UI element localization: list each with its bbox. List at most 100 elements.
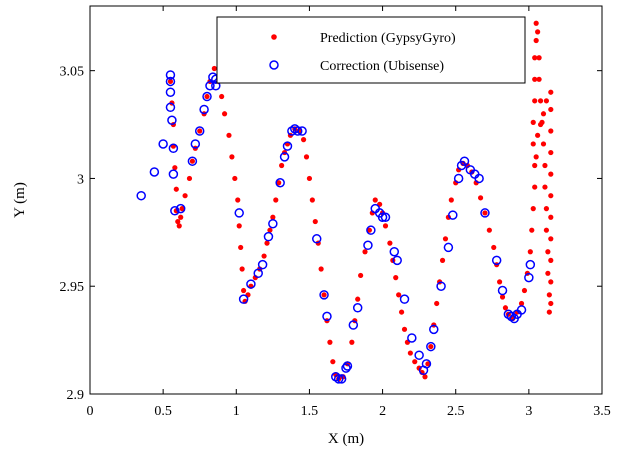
x-tick-label: 1 bbox=[233, 404, 240, 419]
legend-label-correction: Correction (Ubisense) bbox=[320, 59, 444, 74]
prediction-point bbox=[548, 236, 554, 242]
prediction-point bbox=[270, 214, 276, 220]
y-tick-label: 2.95 bbox=[60, 280, 85, 295]
correction-point bbox=[491, 255, 502, 266]
prediction-point bbox=[226, 132, 232, 138]
correction-point bbox=[341, 363, 351, 373]
correction-point bbox=[443, 242, 454, 253]
correction-point bbox=[165, 102, 176, 113]
y-axis-title: Y (m) bbox=[12, 182, 28, 218]
prediction-point bbox=[543, 98, 550, 104]
prediction-point bbox=[530, 119, 536, 125]
correction-point bbox=[459, 156, 470, 166]
correction-point bbox=[205, 81, 215, 91]
correction-point bbox=[194, 126, 205, 136]
prediction-point bbox=[273, 197, 279, 203]
prediction-point bbox=[267, 227, 273, 233]
correction-point bbox=[238, 294, 249, 304]
prediction-point bbox=[533, 20, 539, 26]
prediction-point bbox=[261, 253, 267, 259]
prediction-point bbox=[521, 287, 528, 294]
prediction-point bbox=[309, 197, 315, 203]
correction-point bbox=[380, 212, 391, 222]
prediction-point bbox=[486, 227, 492, 233]
prediction-point bbox=[176, 223, 182, 229]
correction-point bbox=[253, 268, 263, 279]
prediction-point bbox=[221, 111, 228, 117]
prediction-point bbox=[548, 171, 554, 177]
correction-point bbox=[342, 361, 353, 371]
prediction-point bbox=[241, 287, 247, 294]
prediction-point bbox=[518, 300, 525, 307]
prediction-point bbox=[412, 359, 418, 365]
prediction-point bbox=[396, 292, 402, 298]
correction-point bbox=[399, 294, 410, 304]
prediction-point bbox=[546, 309, 552, 315]
prediction-point bbox=[264, 240, 270, 246]
prediction-point bbox=[382, 223, 389, 229]
prediction-point bbox=[186, 175, 193, 182]
prediction-point bbox=[327, 339, 333, 345]
y-tick-label: 3 bbox=[77, 172, 84, 187]
prediction-point bbox=[366, 227, 373, 233]
prediction-point bbox=[532, 55, 538, 61]
prediction-point bbox=[239, 266, 245, 272]
legend-box bbox=[216, 16, 526, 84]
axis-ticks: 0 0.5 1 1.5 2 2.5 3 3.5 2.9 2.95 3 3.05 bbox=[60, 6, 611, 419]
plot-area-frame bbox=[89, 5, 603, 395]
prediction-point bbox=[548, 106, 554, 113]
prediction-point bbox=[535, 29, 541, 35]
prediction-point bbox=[303, 154, 310, 160]
prediction-point bbox=[530, 141, 536, 147]
y-tick-label: 3.05 bbox=[60, 65, 85, 80]
correction-point bbox=[297, 126, 307, 136]
prediction-point bbox=[175, 218, 181, 225]
correction-point bbox=[311, 234, 322, 244]
prediction-point bbox=[300, 137, 307, 143]
correction-point bbox=[333, 374, 344, 384]
legend-marker-prediction bbox=[271, 34, 277, 40]
correction-point bbox=[165, 87, 176, 97]
x-tick-label: 0.5 bbox=[154, 404, 172, 419]
prediction-point bbox=[229, 154, 235, 160]
prediction-point bbox=[425, 361, 431, 367]
legend: Prediction (GypsyGyro) Correction (Ubise… bbox=[216, 16, 526, 84]
correction-point bbox=[377, 212, 388, 222]
correction-point bbox=[429, 324, 439, 335]
prediction-point bbox=[546, 292, 552, 298]
prediction-point bbox=[529, 227, 535, 233]
prediction-point bbox=[211, 65, 217, 72]
legend-label-prediction: Prediction (GypsyGyro) bbox=[320, 31, 456, 46]
correction-point bbox=[474, 173, 484, 184]
correction-point bbox=[275, 178, 285, 188]
correction-point bbox=[292, 126, 303, 136]
prediction-point bbox=[387, 240, 393, 246]
x-tick-label: 3 bbox=[525, 404, 532, 419]
prediction-point bbox=[172, 165, 178, 171]
correction-point bbox=[168, 169, 179, 179]
prediction-point bbox=[543, 227, 550, 233]
correction-point bbox=[282, 141, 293, 151]
prediction-point bbox=[178, 214, 184, 220]
prediction-point bbox=[448, 197, 454, 203]
legend-marker-correction bbox=[269, 60, 279, 70]
prediction-point bbox=[362, 249, 368, 255]
correction-point bbox=[168, 143, 179, 154]
prediction-point bbox=[434, 300, 440, 307]
prediction-point bbox=[548, 193, 554, 199]
prediction-point bbox=[318, 266, 324, 272]
prediction-point bbox=[545, 249, 551, 255]
prediction-point bbox=[537, 98, 544, 104]
prediction-point bbox=[548, 257, 554, 263]
prediction-point bbox=[536, 76, 542, 82]
correction-point bbox=[263, 231, 274, 242]
x-tick-label: 2.5 bbox=[447, 404, 465, 419]
prediction-point bbox=[548, 128, 554, 134]
prediction-point bbox=[502, 305, 509, 311]
prediction-point bbox=[540, 111, 547, 117]
prediction-point bbox=[236, 223, 242, 229]
data-points bbox=[136, 20, 554, 384]
correction-point bbox=[525, 259, 536, 270]
prediction-point bbox=[179, 206, 185, 212]
correction-point bbox=[436, 281, 446, 291]
